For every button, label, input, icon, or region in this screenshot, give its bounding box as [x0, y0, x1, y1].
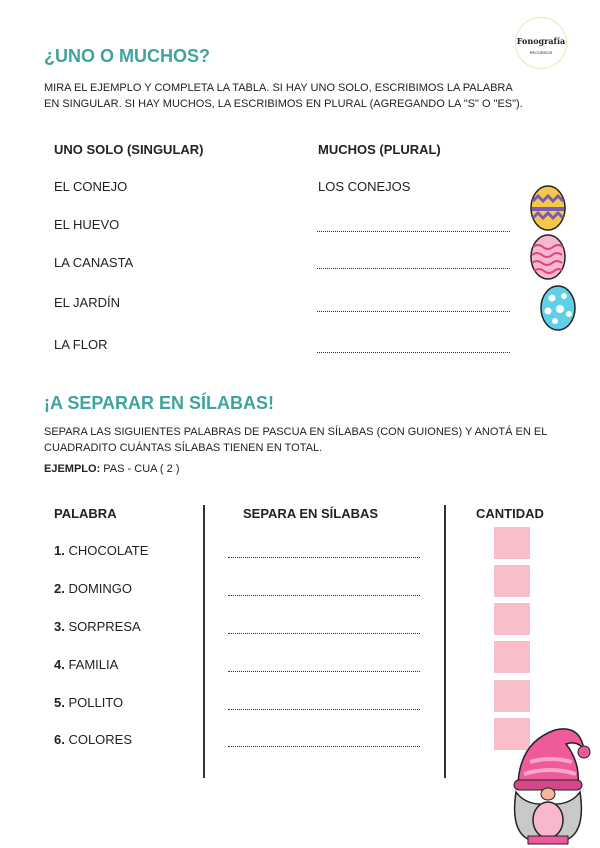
- header-split: SEPARA EN SÍLABAS: [243, 506, 379, 521]
- count-box[interactable]: [494, 680, 530, 712]
- logo-text: Fonografía: [516, 36, 566, 46]
- count-box[interactable]: [494, 527, 530, 559]
- row-number: 2.: [54, 581, 65, 596]
- singular-word: EL HUEVO: [54, 217, 120, 232]
- syllable-word: 2. DOMINGO: [54, 581, 132, 596]
- row-number: 4.: [54, 657, 65, 672]
- word-text: SORPRESA: [64, 619, 141, 634]
- section1-instructions: MIRA EL EJEMPLO Y COMPLETA LA TABLA. SI …: [44, 80, 523, 112]
- column-divider: [444, 505, 446, 778]
- instruction-line: SEPARA LAS SIGUIENTES PALABRAS DE PASCUA…: [44, 426, 548, 438]
- syllable-answer-line[interactable]: [228, 671, 420, 672]
- plural-answer-line[interactable]: [317, 352, 510, 353]
- header-plural: MUCHOS (PLURAL): [318, 142, 441, 157]
- header-word: PALABRA: [54, 506, 117, 521]
- plural-answer-line[interactable]: [317, 268, 510, 269]
- instruction-line: EN SINGULAR. SI HAY MUCHOS, LA ESCRIBIMO…: [44, 98, 523, 110]
- header-count: CANTIDAD: [476, 506, 544, 521]
- syllable-word: 1. CHOCOLATE: [54, 543, 148, 558]
- syllable-answer-line[interactable]: [228, 746, 420, 747]
- count-box[interactable]: [494, 718, 530, 750]
- syllable-word: 5. POLLITO: [54, 695, 123, 710]
- syllable-word: 4. FAMILIA: [54, 657, 118, 672]
- example-value: PAS - CUA ( 2 ): [100, 463, 180, 475]
- plural-answer-line[interactable]: [317, 311, 510, 312]
- logo: Fonografía RECURSOS: [515, 17, 567, 69]
- section1-title: ¿UNO O MUCHOS?: [44, 46, 210, 66]
- row-number: 6.: [54, 732, 65, 747]
- logo-subtext: RECURSOS: [529, 50, 553, 55]
- example: EJEMPLO: PAS - CUA ( 2 ): [44, 461, 180, 477]
- word-text: CHOCOLATE: [64, 543, 149, 558]
- syllable-word: 3. SORPRESA: [54, 619, 141, 634]
- count-box[interactable]: [494, 603, 530, 635]
- singular-word: LA FLOR: [54, 337, 108, 352]
- syllable-answer-line[interactable]: [228, 557, 420, 558]
- singular-word: LA CANASTA: [54, 255, 134, 270]
- row-number: 1.: [54, 543, 65, 558]
- section2-instructions: SEPARA LAS SIGUIENTES PALABRAS DE PASCUA…: [44, 424, 547, 456]
- count-box[interactable]: [494, 565, 530, 597]
- plural-answer-line[interactable]: [317, 231, 510, 232]
- syllable-answer-line[interactable]: [228, 709, 420, 710]
- singular-word: EL CONEJO: [54, 179, 128, 194]
- plural-word: LOS CONEJOS: [318, 179, 411, 194]
- section2-title: ¡A SEPARAR EN SÍLABAS!: [44, 393, 275, 413]
- example-label: EJEMPLO:: [44, 463, 101, 475]
- header-singular: UNO SOLO (SINGULAR): [54, 142, 204, 157]
- instruction-line: CUADRADITO CUÁNTAS SÍLABAS TIENEN EN TOT…: [44, 442, 323, 454]
- yellow-egg-icon: [530, 185, 566, 231]
- gnome-icon: [513, 728, 591, 845]
- blue-egg-icon: [540, 285, 576, 331]
- singular-word: EL JARDÍN: [54, 295, 120, 310]
- syllable-answer-line[interactable]: [228, 595, 420, 596]
- instruction-line: MIRA EL EJEMPLO Y COMPLETA LA TABLA. SI …: [44, 82, 513, 94]
- pink-egg-icon: [530, 234, 566, 280]
- word-text: COLORES: [64, 732, 133, 747]
- count-box[interactable]: [494, 641, 530, 673]
- word-text: POLLITO: [64, 695, 124, 710]
- syllable-answer-line[interactable]: [228, 633, 420, 634]
- row-number: 3.: [54, 619, 65, 634]
- word-text: FAMILIA: [64, 657, 119, 672]
- word-text: DOMINGO: [64, 581, 133, 596]
- row-number: 5.: [54, 695, 65, 710]
- syllable-word: 6. COLORES: [54, 732, 132, 747]
- column-divider: [203, 505, 205, 778]
